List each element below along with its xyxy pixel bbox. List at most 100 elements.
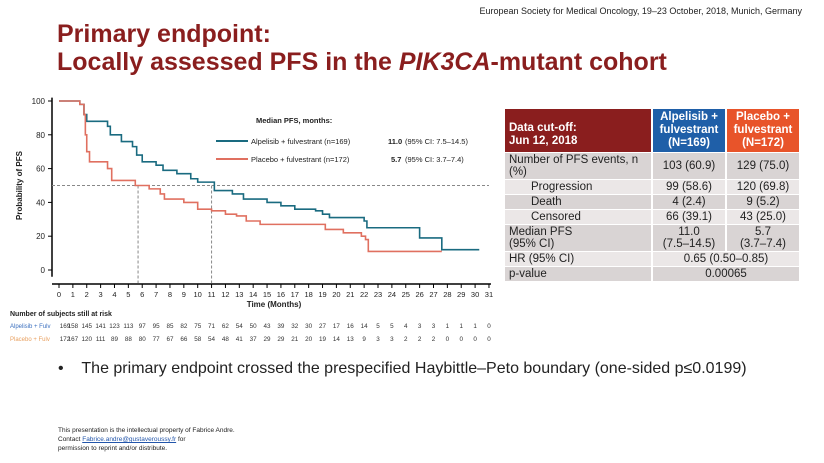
cell-b: 129 (75.0): [736, 160, 790, 172]
risk-value: 20: [305, 336, 313, 343]
x-tick-label: 2: [85, 290, 89, 299]
y-tick-label: 0: [41, 266, 46, 275]
x-tick-label: 16: [277, 290, 285, 299]
row-label: Number of PFS events, n (%): [509, 154, 639, 178]
risk-table-title: Number of subjects still at risk: [10, 311, 112, 318]
x-tick-label: 25: [402, 290, 410, 299]
risk-value: 16: [347, 323, 355, 330]
h: (N=172): [742, 137, 784, 149]
y-tick-label: 20: [36, 232, 45, 241]
footer-l3: permission to reprint and/or distribute.: [58, 445, 168, 452]
t: (3.7–7.4): [739, 238, 787, 250]
cell-b: 9 (5.2): [746, 196, 780, 208]
x-tick-label: 6: [140, 290, 144, 299]
bullet-text: The primary endpoint crossed the prespec…: [81, 360, 747, 377]
h: fulvestrant: [733, 124, 793, 136]
p-value: 0.00065: [705, 268, 747, 280]
cell-a: 99 (58.6): [665, 181, 713, 193]
risk-row-label: Alpelisib + Fulv: [10, 324, 51, 330]
h: Placebo +: [735, 111, 790, 123]
x-tick-label: 14: [249, 290, 257, 299]
risk-value: 9: [362, 336, 366, 343]
y-tick-label: 40: [36, 198, 45, 207]
summary-table: Data cut-off: Jun 12, 2018 Alpelisib + ful…: [503, 108, 801, 282]
risk-value: 62: [222, 323, 230, 330]
risk-value: 80: [139, 336, 147, 343]
title-line2: Locally assessed PFS in the PIK3CA-mutan…: [57, 48, 667, 76]
hr-value: 0.65 (0.50–0.85): [683, 253, 769, 265]
legend-median: 5.7: [391, 155, 401, 164]
email-link[interactable]: Fabrice.andre@gustaveroussy.fr: [82, 436, 177, 443]
risk-value: 29: [264, 336, 272, 343]
risk-value: 2: [404, 336, 408, 343]
table-row: Median PFS (95% CI) 11.0 (7.5–14.5) 5.7 (3.7–…: [505, 225, 799, 251]
risk-value: 0: [446, 336, 450, 343]
row-label: Death: [531, 196, 562, 208]
bullet-icon: •: [58, 360, 82, 377]
t: Contact: [58, 436, 83, 443]
risk-value: 97: [139, 323, 147, 330]
risk-value: 41: [236, 336, 244, 343]
footer-l2: Contact Fabrice.andre@gustaveroussy.fr f…: [58, 435, 235, 444]
risk-value: 82: [180, 323, 188, 330]
risk-value: 95: [153, 323, 161, 330]
y-tick-label: 80: [36, 131, 45, 140]
risk-value: 48: [222, 336, 230, 343]
x-tick-label: 5: [126, 290, 130, 299]
risk-value: 14: [361, 323, 369, 330]
x-tick-label: 4: [112, 290, 116, 299]
y-axis-label: Probability of PFS: [15, 150, 24, 220]
risk-value: 17: [333, 323, 341, 330]
x-tick-label: 30: [471, 290, 479, 299]
table-row: Number of PFS events, n (%) 103 (60.9) 129…: [505, 153, 799, 179]
table-row: Censored 66 (39.1) 43 (25.0): [505, 210, 799, 224]
risk-value: 50: [250, 323, 258, 330]
risk-value: 29: [277, 336, 285, 343]
t: (95% CI): [509, 238, 555, 250]
h: (N=169): [668, 137, 710, 149]
risk-value: 3: [390, 336, 394, 343]
legend-ci: (95% CI: 7.5–14.5): [405, 137, 468, 146]
risk-value: 3: [418, 323, 422, 330]
row-label: p-value: [509, 268, 547, 280]
cell-b: 120 (69.8): [736, 181, 790, 193]
risk-value: 58: [194, 336, 202, 343]
risk-value: 77: [153, 336, 161, 343]
risk-value: 3: [432, 323, 436, 330]
table-row: Death 4 (2.4) 9 (5.2): [505, 195, 799, 209]
row-label: HR (95% CI): [509, 253, 575, 265]
x-tick-label: 11: [208, 290, 216, 299]
x-tick-label: 27: [429, 290, 437, 299]
bullet-point: • The primary endpoint crossed the presp…: [58, 360, 747, 378]
y-tick-label: 100: [32, 97, 46, 106]
risk-value: 66: [180, 336, 188, 343]
x-tick-label: 19: [318, 290, 326, 299]
table-row: Progression 99 (58.6) 120 (69.8): [505, 180, 799, 194]
risk-value: 13: [347, 336, 355, 343]
risk-value: 158: [68, 323, 79, 330]
risk-value: 75: [194, 323, 202, 330]
risk-value: 0: [473, 336, 477, 343]
x-tick-label: 8: [168, 290, 172, 299]
risk-value: 123: [109, 323, 120, 330]
legend-title: Median PFS, months:: [256, 116, 332, 125]
risk-value: 0: [487, 336, 491, 343]
cell-b: 43 (25.0): [739, 211, 787, 223]
y-tick-label: 60: [36, 165, 45, 174]
risk-value: 54: [236, 323, 244, 330]
risk-value: 54: [208, 336, 216, 343]
footer-note: This presentation is the intellectual pr…: [58, 426, 235, 453]
legend-label: Placebo + fulvestrant (n=172): [251, 155, 350, 164]
legend-median: 11.0: [388, 137, 402, 146]
risk-value: 2: [418, 336, 422, 343]
x-tick-label: 0: [57, 290, 61, 299]
conference-header: European Society for Medical Oncology, 1…: [479, 6, 802, 16]
cutoff-l2: Jun 12, 2018: [509, 135, 578, 147]
risk-value: 1: [459, 323, 463, 330]
risk-value: 39: [277, 323, 285, 330]
x-tick-label: 21: [346, 290, 354, 299]
alpelisib-header: Alpelisib + fulvestrant (N=169): [653, 109, 725, 152]
x-tick-label: 18: [304, 290, 312, 299]
risk-value: 21: [291, 336, 299, 343]
risk-value: 19: [319, 336, 327, 343]
